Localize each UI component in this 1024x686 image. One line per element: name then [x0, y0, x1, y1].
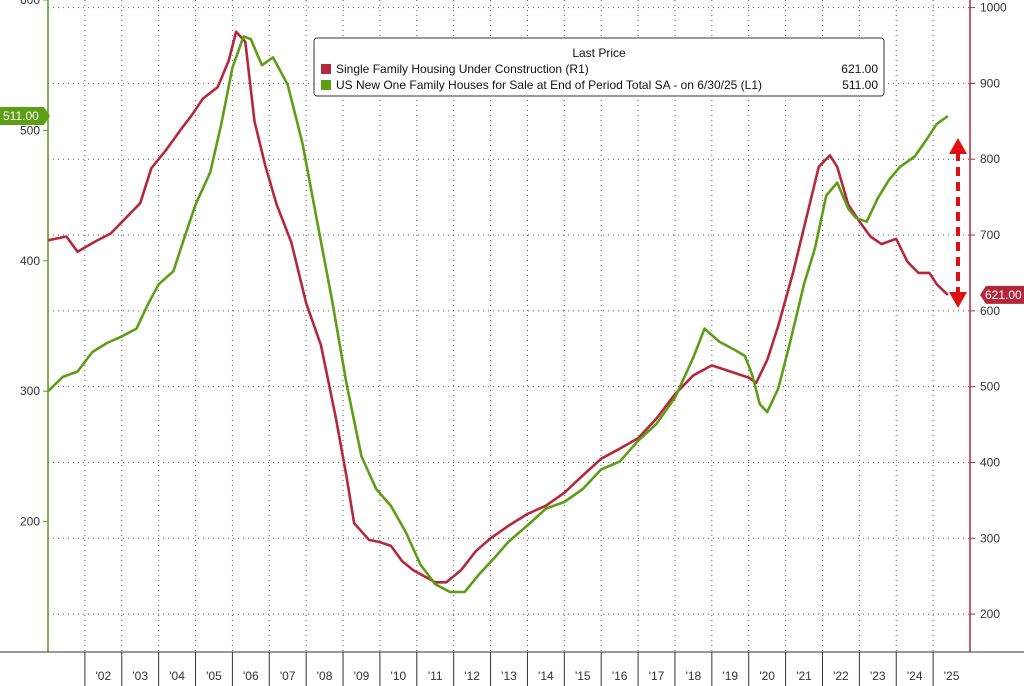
- right-axis-tick-label: 400: [980, 455, 1000, 469]
- left-axis-tick-label: 300: [20, 384, 40, 398]
- legend-value-for-sale: 511.00: [842, 78, 878, 92]
- x-tick-label: '02: [95, 669, 111, 683]
- x-tick-label: '06: [243, 669, 259, 683]
- legend-label-construction: Single Family Housing Under Construction…: [336, 62, 589, 76]
- x-tick-label: '11: [428, 669, 443, 683]
- left-axis-tick-label: 500: [20, 123, 40, 137]
- x-tick-label: '13: [501, 669, 517, 683]
- legend-box: [313, 37, 885, 97]
- legend: Last Price Single Family Housing Under C…: [313, 37, 885, 97]
- right-axis-tick-label: 200: [980, 607, 1000, 621]
- x-tick-label: '20: [759, 669, 775, 683]
- x-tick-label: '18: [686, 669, 702, 683]
- left-last-value-text: 511.00: [3, 109, 39, 123]
- legend-value-construction: 621.00: [841, 62, 878, 76]
- right-last-value-tag: [980, 285, 1024, 304]
- gap-arrow-head-down: [949, 292, 967, 308]
- gap-arrow-annotation: [949, 138, 967, 308]
- last-value-tags: 511.00 621.00: [0, 107, 1024, 304]
- x-tick-label: '25: [944, 669, 960, 683]
- gap-arrow-head-up: [949, 138, 967, 154]
- x-tick-label: '03: [132, 669, 148, 683]
- right-axis-tick-label: 900: [980, 76, 1000, 90]
- x-tick-label: '10: [391, 669, 407, 683]
- right-axis-tick-label: 500: [980, 380, 1000, 394]
- x-tick-label: '04: [169, 669, 185, 683]
- x-tick-label: '05: [206, 669, 222, 683]
- left-last-value-tag: [0, 107, 50, 126]
- x-tick-label: '23: [870, 669, 886, 683]
- x-tick-label: '16: [612, 669, 628, 683]
- x-tick-label: '24: [907, 669, 923, 683]
- left-axis-tick-label: 400: [20, 254, 40, 268]
- legend-label-for-sale: US New One Family Houses for Sale at End…: [336, 78, 762, 92]
- x-tick-label: '21: [796, 669, 812, 683]
- x-axis-tick-labels: '02 '03 '04 '05 '06 '07 '08 '09 '10 '11 '12 '13 '14 '…: [95, 669, 959, 683]
- series-line-for-sale: [47, 35, 949, 594]
- left-axis-tick-labels: 200 300 400 500 600: [20, 0, 40, 529]
- right-axis-tick-label: 600: [980, 304, 1000, 318]
- x-tick-label: '08: [317, 669, 333, 683]
- right-axis-tick-label: 700: [980, 228, 1000, 242]
- x-tick-label: '19: [722, 669, 738, 683]
- x-tick-label: '07: [280, 669, 296, 683]
- left-axis-tick-label: 600: [20, 0, 40, 7]
- legend-swatch-for-sale: [321, 80, 331, 90]
- legend-swatch-construction: [321, 64, 331, 74]
- series-line-construction: [47, 30, 949, 584]
- gridlines: [48, 0, 970, 652]
- right-last-value-text: 621.00: [985, 288, 1022, 302]
- x-tick-label: '14: [538, 669, 554, 683]
- x-tick-label: '09: [354, 669, 370, 683]
- right-axis-tick-labels: 200 300 400 500 600 700 800 900 1000: [980, 1, 1007, 622]
- series-lines: [47, 30, 949, 594]
- x-tick-label: '12: [464, 669, 480, 683]
- left-axis-tick-label: 200: [20, 515, 40, 529]
- x-tick-label: '22: [833, 669, 849, 683]
- right-axis-tick-label: 1000: [980, 1, 1007, 15]
- right-axis-tick-label: 800: [980, 152, 1000, 166]
- right-axis-tick-label: 300: [980, 531, 1000, 545]
- legend-header: Last Price: [572, 46, 626, 60]
- x-tick-label: '15: [575, 669, 591, 683]
- x-tick-label: '17: [649, 669, 665, 683]
